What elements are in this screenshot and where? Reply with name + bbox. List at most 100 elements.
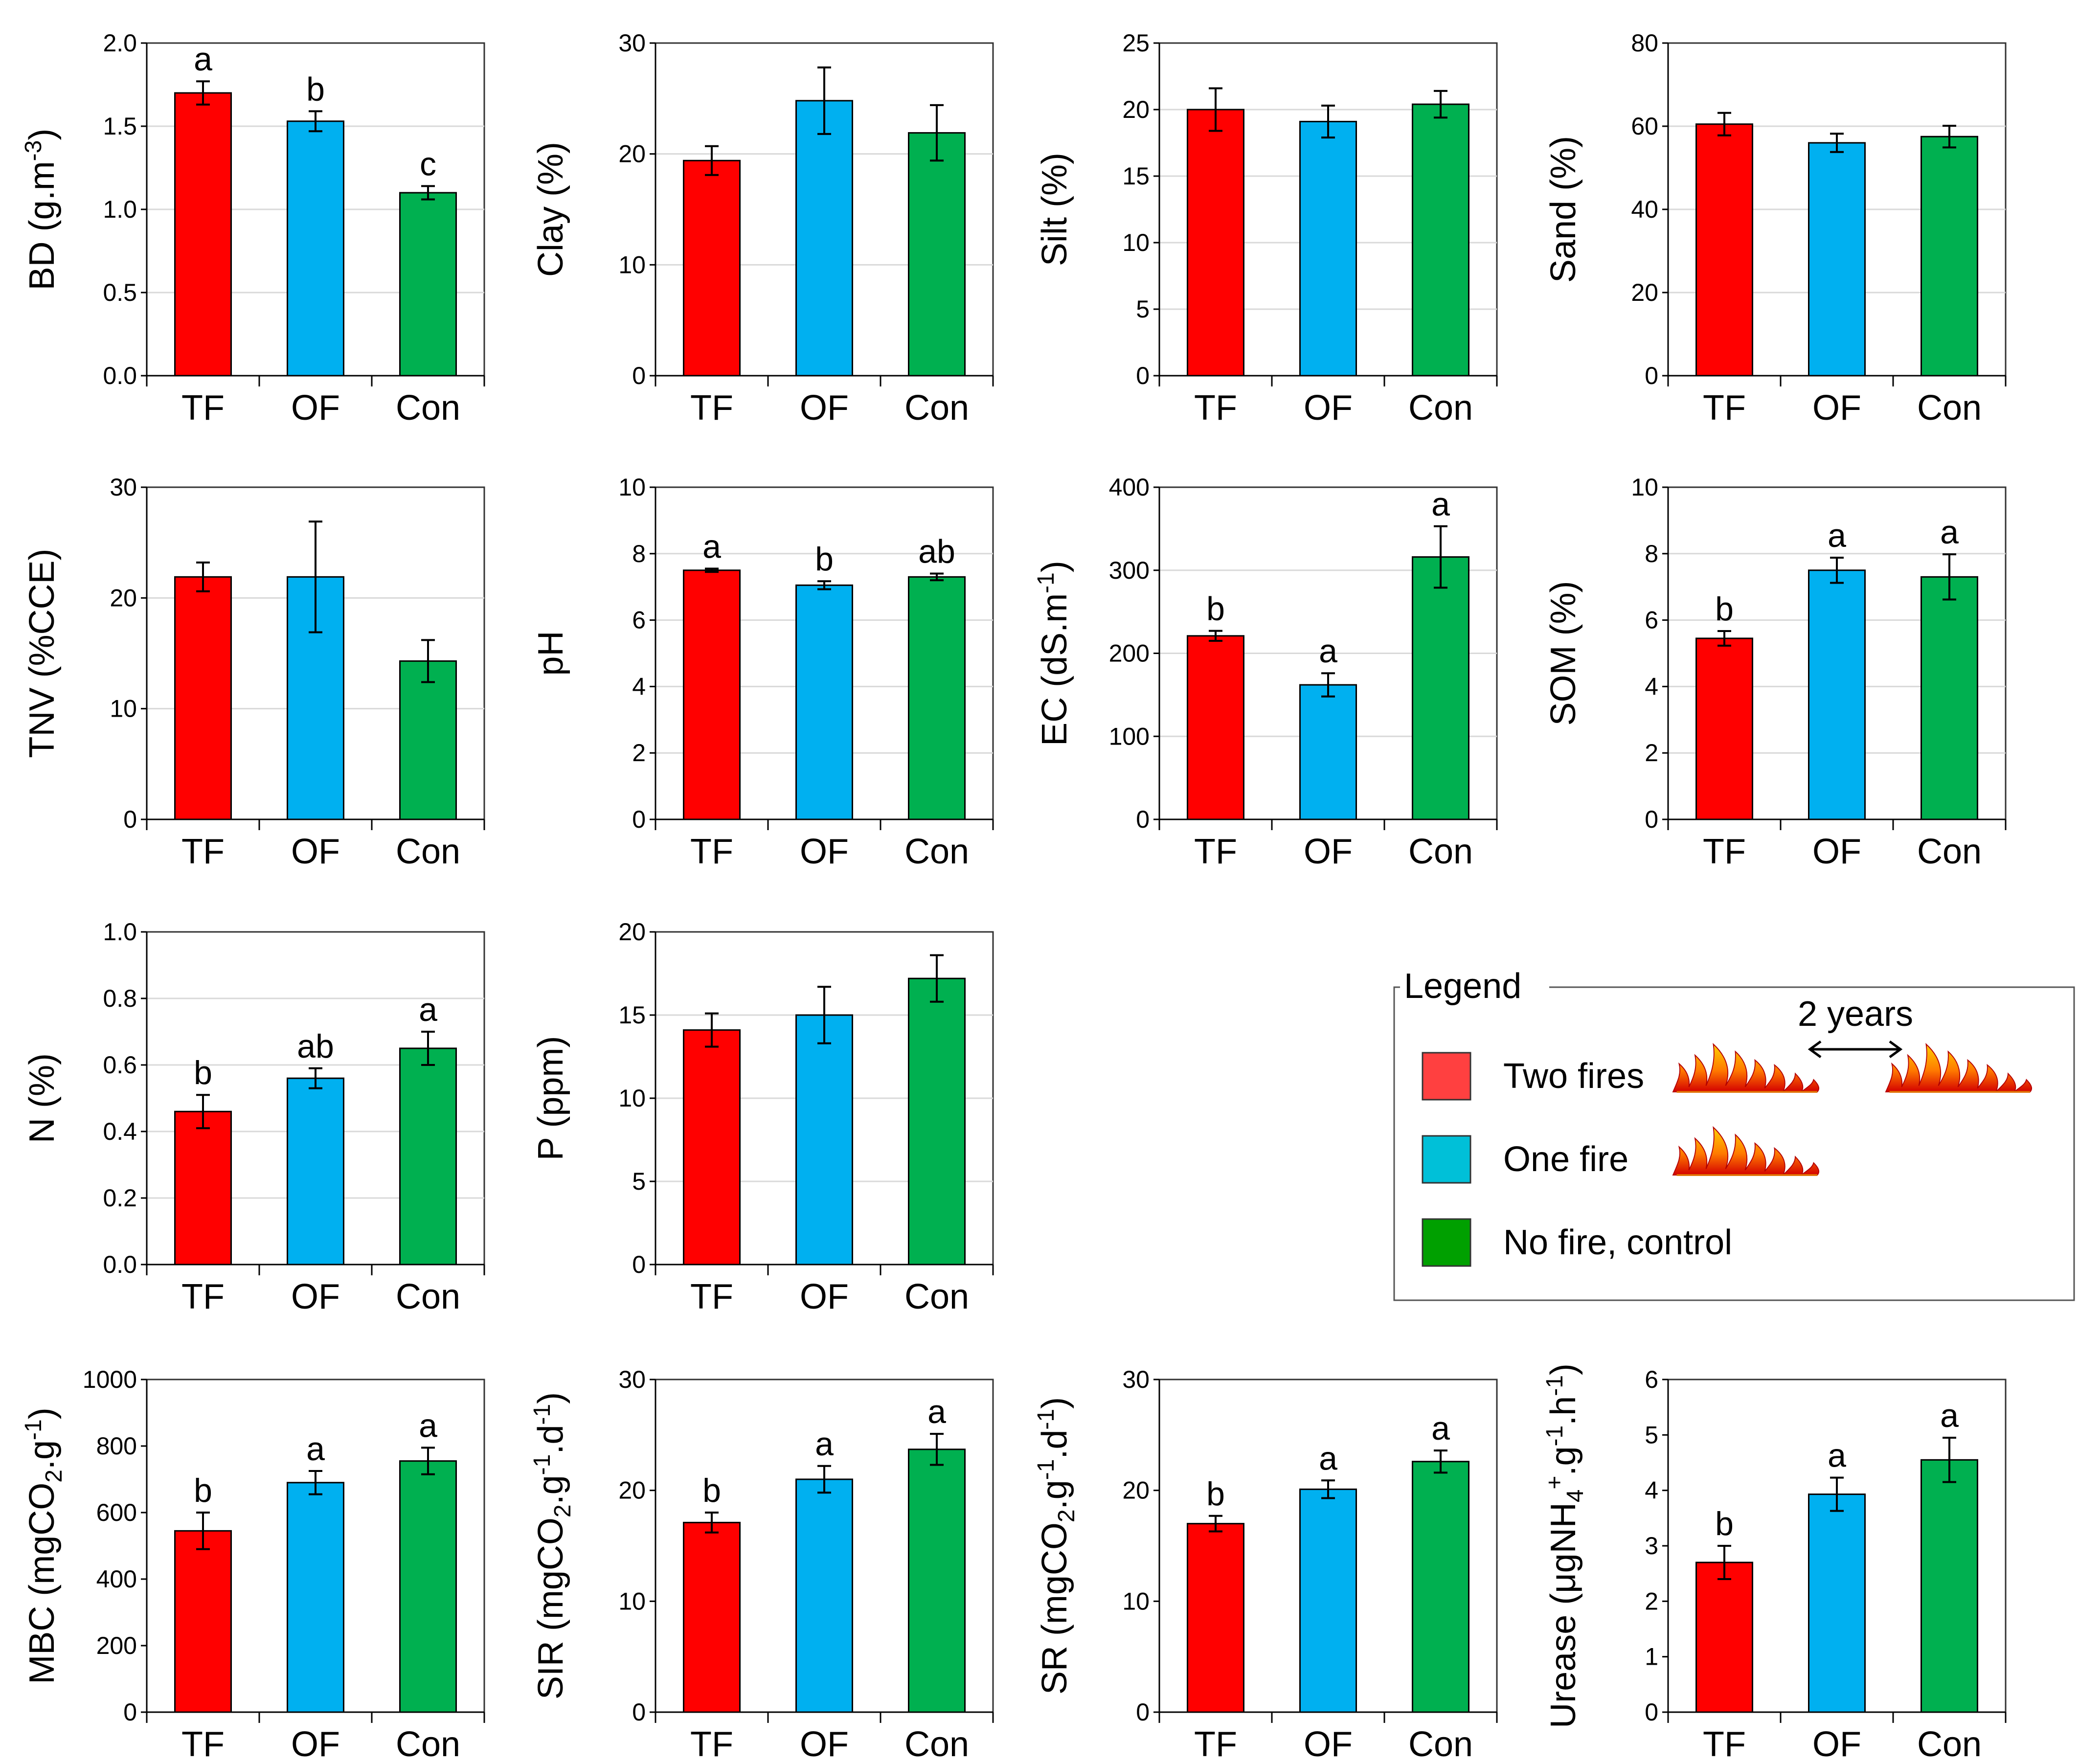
bar-con xyxy=(1412,556,1469,820)
x-tick-label: Con xyxy=(1917,388,1982,428)
y-tick-label: 10 xyxy=(1122,229,1150,256)
y-tick-label: 3 xyxy=(1645,1532,1658,1560)
bar-tf xyxy=(1187,109,1244,377)
y-tick-label: 10 xyxy=(1631,474,1658,501)
x-tick-label: Con xyxy=(396,1277,460,1316)
significance-letter: ab xyxy=(918,533,955,570)
y-tick-label: 200 xyxy=(1109,640,1150,667)
y-tick-label: 60 xyxy=(1631,113,1658,140)
error-bar xyxy=(1830,1476,1844,1512)
y-axis-label: pH xyxy=(531,631,570,676)
x-tick-label: TF xyxy=(1703,1725,1746,1764)
bar-tf xyxy=(1695,123,1753,377)
bar-tf xyxy=(1187,635,1244,820)
y-tick-label: 20 xyxy=(618,140,646,168)
y-axis-label: Silt (%) xyxy=(1035,153,1074,266)
bar-of xyxy=(795,100,853,377)
y-tick-label: 0.0 xyxy=(103,362,137,389)
chart-n: 0.0 0.2 0.4 0.6 0.8 1.0 b TF ab OF a Con N (%) xyxy=(23,918,485,1316)
y-tick-label: 4 xyxy=(1645,1477,1658,1504)
x-tick-label: TF xyxy=(1194,1725,1237,1764)
error-bar xyxy=(1434,90,1447,119)
y-tick-label: 20 xyxy=(1631,279,1658,306)
x-tick-label: OF xyxy=(291,388,340,428)
legend-label: No fire, control xyxy=(1503,1223,1732,1262)
y-axis-label: EC (dS.m-1) xyxy=(1033,561,1074,746)
bar-of xyxy=(1299,684,1357,820)
y-tick-label: 10 xyxy=(618,474,646,501)
chart-sr: 0 10 20 30 b TF a OF a Con SR (mgCO2.g-1.d-1) xyxy=(1033,1366,1498,1764)
bar-con xyxy=(399,1047,457,1266)
x-tick-label: OF xyxy=(1812,832,1861,871)
error-bar xyxy=(705,1012,719,1048)
x-tick-label: TF xyxy=(181,1725,225,1764)
y-tick-label: 10 xyxy=(1122,1587,1150,1615)
significance-letter: a xyxy=(1431,1410,1450,1447)
bar-con xyxy=(1921,136,1978,377)
significance-letter: b xyxy=(1206,590,1225,628)
y-tick-label: 1.5 xyxy=(103,113,137,140)
y-tick-label: 6 xyxy=(1645,1366,1658,1393)
bar-con xyxy=(1921,1459,1978,1713)
error-bar xyxy=(1943,553,1956,601)
error-bar xyxy=(930,1433,944,1466)
x-tick-label: TF xyxy=(1703,388,1746,428)
x-tick-label: TF xyxy=(181,1277,225,1316)
y-tick-label: 10 xyxy=(618,1085,646,1112)
significance-letter: b xyxy=(1206,1475,1225,1513)
y-tick-label: 0 xyxy=(1645,806,1658,833)
interval-arrow-icon xyxy=(1808,1040,1903,1059)
legend-title: Legend xyxy=(1404,967,1521,1006)
y-tick-label: 5 xyxy=(632,1168,646,1195)
significance-letter: a xyxy=(1828,1437,1846,1474)
legend-swatch xyxy=(1422,1218,1471,1267)
y-tick-label: 20 xyxy=(110,584,137,611)
x-tick-label: TF xyxy=(181,388,225,428)
y-tick-label: 8 xyxy=(632,540,646,567)
significance-letter: a xyxy=(1319,1440,1337,1477)
error-bar xyxy=(1943,1437,1956,1483)
x-tick-label: OF xyxy=(800,832,849,871)
significance-letter: b xyxy=(815,541,834,578)
error-bar xyxy=(309,1067,322,1089)
x-tick-label: TF xyxy=(181,832,225,871)
significance-letter: a xyxy=(1319,633,1337,670)
legend-frame xyxy=(1393,986,2075,1301)
error-bar xyxy=(196,1512,210,1550)
y-tick-label: 0 xyxy=(632,1251,646,1278)
x-tick-label: Con xyxy=(1408,832,1473,871)
legend-swatch xyxy=(1422,1052,1471,1101)
significance-letter: a xyxy=(1940,1397,1959,1434)
x-tick-label: TF xyxy=(1194,388,1237,428)
bar-of xyxy=(795,1478,853,1713)
y-tick-label: 4 xyxy=(632,673,646,700)
error-bar xyxy=(1717,630,1731,647)
y-tick-label: 0 xyxy=(1136,1698,1150,1726)
y-tick-label: 0 xyxy=(632,362,646,389)
y-axis-label: SIR (mgCO2.g-1.d-1) xyxy=(529,1392,576,1699)
chart-tnv: 0 10 20 30 TF OF Con TNV (%CCE) xyxy=(23,474,485,871)
bar-con xyxy=(399,1460,457,1713)
error-bar xyxy=(1434,525,1447,589)
fire-icon xyxy=(1672,1043,1820,1093)
x-tick-label: OF xyxy=(1304,1725,1353,1764)
bar-con xyxy=(908,977,966,1266)
y-tick-label: 300 xyxy=(1109,557,1150,584)
bar-tf xyxy=(1187,1523,1244,1713)
significance-letter: b xyxy=(194,1472,212,1509)
error-bar xyxy=(1209,87,1222,132)
bar-tf xyxy=(174,576,232,820)
y-tick-label: 2 xyxy=(632,739,646,767)
y-axis-label: TNV (%CCE) xyxy=(23,549,62,758)
y-tick-label: 0.5 xyxy=(103,279,137,306)
bar-tf xyxy=(683,569,741,820)
error-bar xyxy=(930,572,944,582)
error-bar xyxy=(421,185,435,201)
y-tick-label: 0 xyxy=(1136,362,1150,389)
bar-con xyxy=(1921,576,1978,820)
x-tick-label: Con xyxy=(396,1725,460,1764)
y-tick-label: 1.0 xyxy=(103,918,137,946)
x-tick-label: Con xyxy=(1917,1725,1982,1764)
significance-letter: a xyxy=(1940,514,1959,551)
y-tick-label: 8 xyxy=(1645,540,1658,567)
